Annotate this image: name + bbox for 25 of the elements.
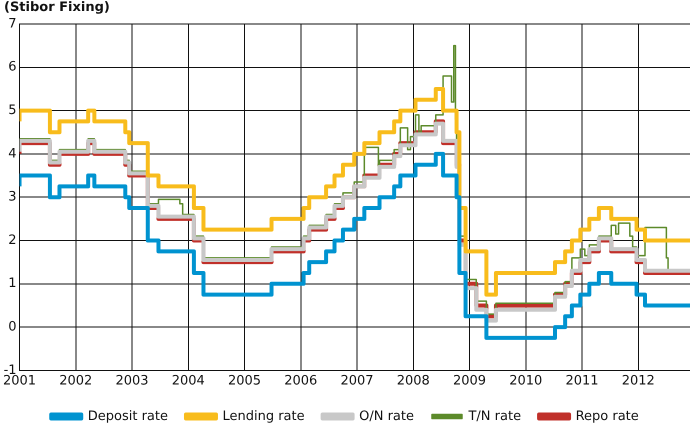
x-tick-label: 2010: [509, 374, 542, 389]
legend-label: O/N rate: [359, 408, 414, 424]
y-tick-label: 3: [8, 190, 17, 205]
y-tick-label: 7: [8, 16, 17, 32]
x-tick-label: 2004: [172, 374, 205, 389]
y-tick-label: 4: [8, 146, 17, 162]
y-tick-label: 5: [8, 102, 17, 118]
x-tick-label: 2008: [396, 374, 430, 389]
x-tick-label: 2005: [228, 374, 262, 389]
legend-label: T/N rate: [467, 408, 522, 424]
x-tick-label: 2003: [115, 374, 149, 389]
x-tick-label: 2012: [622, 374, 655, 389]
x-tick-label: 2002: [59, 374, 92, 389]
x-tick-label: 2007: [340, 374, 374, 389]
y-tick-label: 2: [8, 232, 17, 248]
y-tick-label: 0: [8, 319, 17, 334]
legend-label: Repo rate: [576, 408, 639, 424]
chart-title: (Stibor Fixing): [4, 0, 110, 15]
legend-label: Lending rate: [222, 408, 305, 424]
x-tick-label: 2011: [565, 374, 599, 389]
x-tick-label: 2006: [284, 374, 318, 389]
y-tick-label: 6: [8, 60, 17, 75]
legend-label: Deposit rate: [88, 408, 168, 424]
x-tick-label: 2009: [452, 374, 486, 389]
y-tick-label: 1: [8, 276, 17, 292]
